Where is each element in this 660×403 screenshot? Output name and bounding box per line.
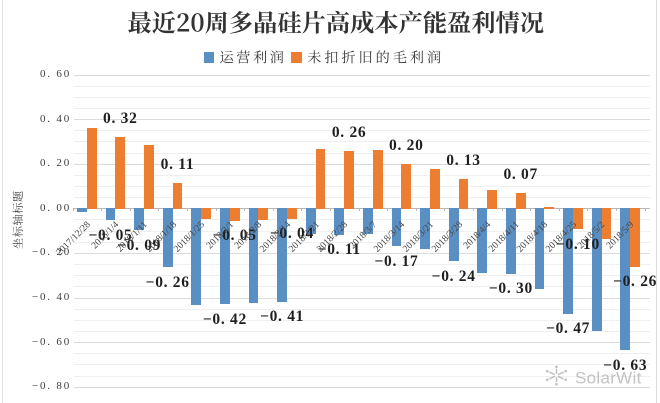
svg-text:SolarWit: SolarWit bbox=[575, 369, 642, 388]
